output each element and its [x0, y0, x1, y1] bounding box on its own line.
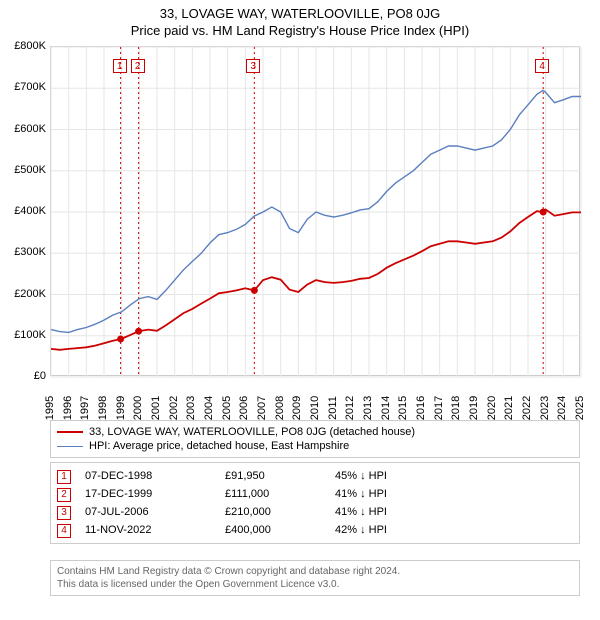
y-tick-label: £200K	[0, 288, 46, 300]
legend-row: HPI: Average price, detached house, East…	[57, 439, 573, 453]
y-tick-label: £500K	[0, 164, 46, 176]
txn-marker-box: 4	[535, 59, 549, 73]
x-tick-label: 2002	[168, 396, 180, 420]
legend-label: 33, LOVAGE WAY, WATERLOOVILLE, PO8 0JG (…	[89, 425, 415, 439]
figure-container: 33, LOVAGE WAY, WATERLOOVILLE, PO8 0JG P…	[0, 0, 600, 620]
txn-marker-box: 1	[57, 470, 71, 484]
x-tick-label: 2007	[256, 396, 268, 420]
x-tick-label: 2016	[415, 396, 427, 420]
x-tick-label: 2024	[556, 396, 568, 420]
x-tick-label: 2019	[468, 396, 480, 420]
x-tick-label: 1995	[44, 396, 56, 420]
footer-line2: This data is licensed under the Open Gov…	[57, 578, 573, 591]
x-tick-label: 2001	[150, 396, 162, 420]
txn-marker-box: 3	[246, 59, 260, 73]
x-tick-label: 2012	[344, 396, 356, 420]
x-tick-label: 1999	[115, 396, 127, 420]
chart-txn-marker: 3	[246, 56, 260, 74]
x-axis-ticks: 1995199619971998199920002001200220032004…	[50, 380, 580, 420]
txn-price: £111,000	[225, 485, 335, 503]
x-tick-label: 2009	[291, 396, 303, 420]
x-tick-label: 1997	[79, 396, 91, 420]
txn-row: 3 07-JUL-2006£210,00041% ↓ HPI	[57, 503, 573, 521]
x-tick-label: 2010	[309, 396, 321, 420]
txn-date: 07-JUL-2006	[85, 503, 225, 521]
txn-marker-box: 2	[131, 59, 145, 73]
x-tick-label: 2003	[185, 396, 197, 420]
y-tick-label: £400K	[0, 205, 46, 217]
txn-delta: 45% ↓ HPI	[335, 467, 573, 485]
x-tick-label: 2005	[221, 396, 233, 420]
chart-txn-marker: 1	[113, 56, 127, 74]
txn-price: £210,000	[225, 503, 335, 521]
txn-marker-box: 2	[57, 488, 71, 502]
chart-txn-marker: 2	[131, 56, 145, 74]
x-tick-label: 2015	[397, 396, 409, 420]
chart-transaction-markers: 12 3 4	[50, 46, 580, 376]
title-subtitle: Price paid vs. HM Land Registry's House …	[0, 23, 600, 38]
txn-row: 4 11-NOV-2022£400,00042% ↓ HPI	[57, 521, 573, 539]
x-tick-label: 2004	[203, 396, 215, 420]
x-tick-label: 2021	[503, 396, 515, 420]
x-tick-label: 2014	[380, 396, 392, 420]
legend-swatch	[57, 446, 83, 447]
y-axis-ticks: £0£100K£200K£300K£400K£500K£600K£700K£80…	[0, 46, 50, 376]
txn-delta: 42% ↓ HPI	[335, 521, 573, 539]
transaction-table: 1 07-DEC-1998£91,95045% ↓ HPI 2 17-DEC-1999…	[50, 462, 580, 544]
txn-marker-box: 1	[113, 59, 127, 73]
txn-delta: 41% ↓ HPI	[335, 503, 573, 521]
txn-price: £91,950	[225, 467, 335, 485]
txn-date: 17-DEC-1999	[85, 485, 225, 503]
txn-date: 11-NOV-2022	[85, 521, 225, 539]
y-tick-label: £0	[0, 370, 46, 382]
title-address: 33, LOVAGE WAY, WATERLOOVILLE, PO8 0JG	[0, 6, 600, 21]
txn-price: £400,000	[225, 521, 335, 539]
txn-marker-box: 3	[57, 506, 71, 520]
txn-marker-box: 4	[57, 524, 71, 538]
y-tick-label: £800K	[0, 40, 46, 52]
y-tick-label: £600K	[0, 123, 46, 135]
x-tick-label: 1998	[97, 396, 109, 420]
txn-delta: 41% ↓ HPI	[335, 485, 573, 503]
legend-label: HPI: Average price, detached house, East…	[89, 439, 349, 453]
x-tick-label: 2022	[521, 396, 533, 420]
x-tick-label: 2006	[238, 396, 250, 420]
txn-date: 07-DEC-1998	[85, 467, 225, 485]
legend-row: 33, LOVAGE WAY, WATERLOOVILLE, PO8 0JG (…	[57, 425, 573, 439]
x-tick-label: 2013	[362, 396, 374, 420]
x-tick-label: 2020	[486, 396, 498, 420]
x-tick-label: 2011	[327, 396, 339, 420]
x-tick-label: 2025	[574, 396, 586, 420]
x-tick-label: 2023	[539, 396, 551, 420]
y-tick-label: £300K	[0, 246, 46, 258]
footer-line1: Contains HM Land Registry data © Crown c…	[57, 565, 573, 578]
titles: 33, LOVAGE WAY, WATERLOOVILLE, PO8 0JG P…	[0, 0, 600, 38]
legend-swatch	[57, 431, 83, 433]
y-tick-label: £100K	[0, 329, 46, 341]
txn-row: 1 07-DEC-1998£91,95045% ↓ HPI	[57, 467, 573, 485]
legend: 33, LOVAGE WAY, WATERLOOVILLE, PO8 0JG (…	[50, 420, 580, 458]
x-tick-label: 2018	[450, 396, 462, 420]
txn-row: 2 17-DEC-1999£111,00041% ↓ HPI	[57, 485, 573, 503]
footer-attribution: Contains HM Land Registry data © Crown c…	[50, 560, 580, 596]
chart-txn-marker: 4	[535, 56, 549, 74]
x-tick-label: 2000	[132, 396, 144, 420]
x-tick-label: 2008	[274, 396, 286, 420]
x-tick-label: 2017	[433, 396, 445, 420]
y-tick-label: £700K	[0, 81, 46, 93]
x-tick-label: 1996	[62, 396, 74, 420]
